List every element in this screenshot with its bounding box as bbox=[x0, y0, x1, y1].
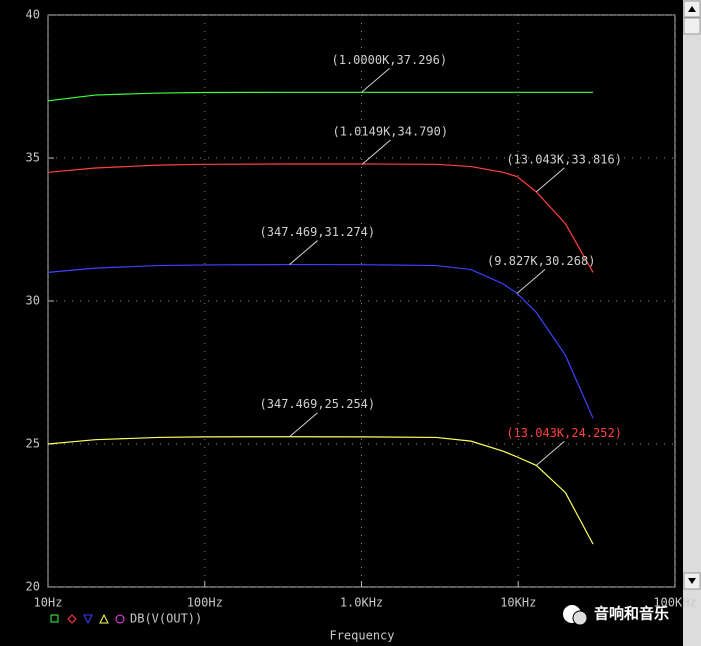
annotation-label: (347.469,25.254) bbox=[260, 397, 376, 411]
y-tick-label: 20 bbox=[26, 580, 40, 594]
series-line bbox=[47, 263, 594, 419]
legend-symbol bbox=[115, 614, 125, 624]
annotation-leader bbox=[536, 167, 565, 193]
down-arrow bbox=[688, 578, 696, 584]
annotation-label: (347.469,31.274) bbox=[260, 225, 376, 239]
annotation-leader bbox=[536, 441, 565, 466]
legend-symbol bbox=[99, 613, 109, 624]
x-tick-label: 10KHz bbox=[500, 596, 536, 610]
y-tick-label: 35 bbox=[26, 151, 40, 165]
annotation-leader bbox=[289, 240, 318, 265]
background bbox=[0, 0, 683, 646]
logo bbox=[572, 610, 588, 626]
scroll-thumb[interactable] bbox=[683, 17, 701, 35]
annotation-label: (13.043K,24.252) bbox=[506, 426, 622, 440]
legend-symbol bbox=[83, 614, 93, 625]
annotation-label: (9.827K,30.268) bbox=[487, 254, 595, 268]
x-axis-label: Frequency bbox=[329, 629, 394, 643]
x-tick-label: 10Hz bbox=[34, 596, 63, 610]
legend-symbol bbox=[50, 614, 59, 623]
legend-symbol bbox=[67, 614, 77, 624]
y-tick-label: 40 bbox=[26, 8, 40, 22]
scroll-track bbox=[683, 0, 701, 646]
series-line bbox=[47, 91, 594, 102]
watermark-text: 音响和音乐 bbox=[594, 605, 669, 623]
x-tick-label: 100KHz bbox=[653, 596, 696, 610]
annotation-leader bbox=[516, 268, 546, 294]
annotation-label: (13.043K,33.816) bbox=[506, 152, 622, 166]
annotation-label: (1.0000K,37.296) bbox=[332, 53, 448, 67]
y-tick-label: 30 bbox=[26, 294, 40, 308]
watermark: 音响和音乐 bbox=[563, 605, 669, 626]
annotation-leader bbox=[362, 139, 391, 165]
legend-label: DB(V(OUT)) bbox=[130, 612, 202, 626]
x-tick-label: 1.0KHz bbox=[340, 596, 383, 610]
scrollbar[interactable] bbox=[683, 0, 701, 646]
up-arrow bbox=[688, 6, 696, 12]
y-tick-label: 25 bbox=[26, 437, 40, 451]
annotation-label: (1.0149K,34.790) bbox=[333, 125, 449, 139]
legend: DB(V(OUT)) bbox=[50, 612, 202, 626]
annotation-leader bbox=[289, 412, 318, 438]
annotation-leader bbox=[361, 67, 390, 93]
x-tick-label: 100Hz bbox=[187, 596, 223, 610]
